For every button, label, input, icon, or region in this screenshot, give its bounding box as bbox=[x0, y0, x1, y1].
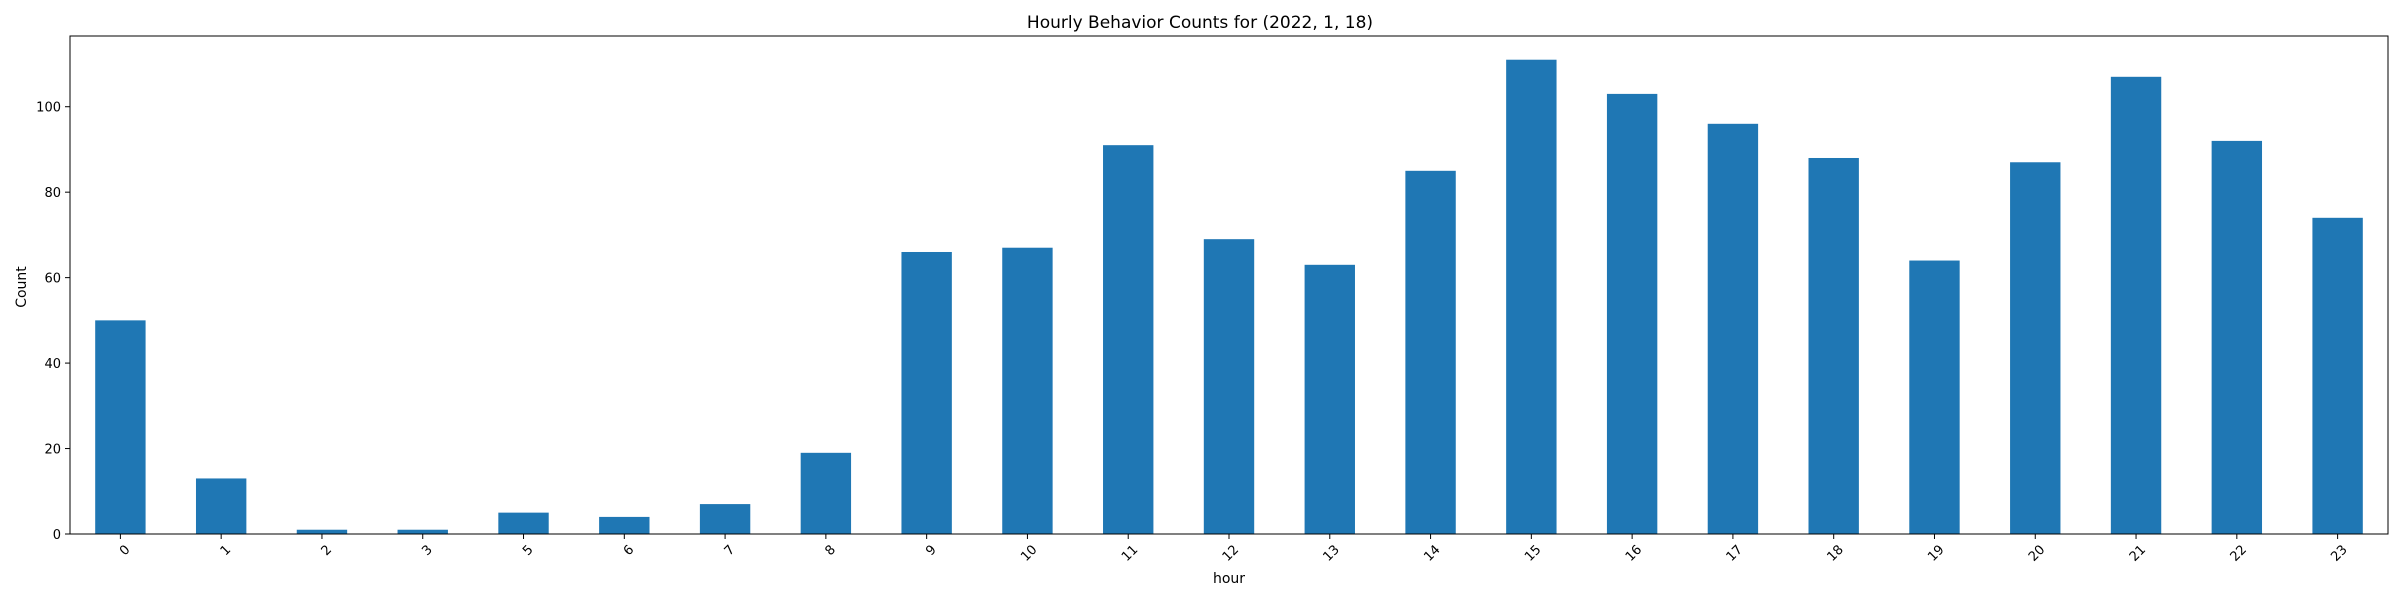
x-tick-label: 11 bbox=[1119, 542, 1141, 564]
bar-hour-12 bbox=[1203, 239, 1255, 534]
bar-hour-17 bbox=[1707, 123, 1759, 535]
x-tick-label: 14 bbox=[1421, 542, 1443, 564]
plot-frame bbox=[69, 35, 2389, 535]
y-tick-label: 40 bbox=[44, 357, 61, 372]
x-tick-label: 17 bbox=[1724, 542, 1746, 564]
bar-hour-16 bbox=[1606, 93, 1658, 535]
bars-group bbox=[95, 59, 2363, 535]
y-axis-ticks: 0 20 40 60 80 100 bbox=[36, 101, 70, 543]
x-tick-label: 15 bbox=[1522, 542, 1544, 564]
bar-hour-8 bbox=[800, 452, 852, 534]
y-tick-label: 0 bbox=[53, 528, 61, 543]
x-tick-label: 3 bbox=[419, 542, 435, 558]
x-axis-ticks: 0 1 2 3 5 6 7 8 9 10 11 12 13 14 15 16 17 18 19 20 21 22 23 bbox=[117, 534, 2351, 565]
chart-title: Hourly Behavior Counts for (2022, 1, 18) bbox=[1027, 13, 1373, 33]
bar-hour-5 bbox=[498, 512, 549, 534]
bar-hour-1 bbox=[195, 478, 247, 534]
bar-hour-11 bbox=[1103, 145, 1154, 534]
x-tick-label: 21 bbox=[2127, 542, 2149, 564]
bar-hour-2 bbox=[296, 529, 348, 534]
bar-hour-21 bbox=[2110, 76, 2162, 534]
x-tick-label: 23 bbox=[2328, 542, 2350, 564]
x-tick-label: 22 bbox=[2228, 542, 2250, 564]
bar-hour-9 bbox=[901, 251, 952, 534]
bar-hour-3 bbox=[397, 529, 448, 534]
x-tick-label: 0 bbox=[117, 542, 133, 558]
bar-hour-7 bbox=[699, 504, 751, 534]
y-tick-label: 80 bbox=[44, 186, 61, 201]
bar-hour-6 bbox=[599, 516, 650, 534]
bar-hour-20 bbox=[2010, 162, 2061, 534]
x-tick-label: 7 bbox=[722, 542, 738, 558]
bar-hour-0 bbox=[95, 320, 146, 534]
x-tick-label: 19 bbox=[1925, 542, 1947, 564]
bar-hour-14 bbox=[1405, 170, 1456, 535]
x-tick-label: 12 bbox=[1220, 542, 1242, 564]
y-axis-label: Count bbox=[14, 266, 30, 308]
x-tick-label: 20 bbox=[2026, 542, 2048, 564]
x-axis-label: hour bbox=[1213, 571, 1245, 587]
x-tick-label: 5 bbox=[520, 542, 536, 558]
bar-hour-23 bbox=[2312, 217, 2363, 535]
x-tick-label: 1 bbox=[218, 542, 234, 558]
bar-hour-15 bbox=[1506, 59, 1557, 534]
x-tick-label: 9 bbox=[923, 542, 939, 558]
y-tick-label: 20 bbox=[44, 443, 61, 458]
x-tick-label: 6 bbox=[621, 542, 637, 558]
bar-hour-10 bbox=[1002, 247, 1053, 535]
x-tick-label: 13 bbox=[1321, 542, 1343, 564]
bar-hour-19 bbox=[1909, 260, 1960, 534]
y-tick-label: 100 bbox=[36, 101, 61, 116]
x-tick-label: 10 bbox=[1018, 542, 1040, 564]
x-tick-label: 18 bbox=[1824, 542, 1846, 564]
bar-hour-22 bbox=[2211, 140, 2263, 535]
x-tick-label: 16 bbox=[1623, 542, 1645, 564]
y-tick-label: 60 bbox=[44, 272, 61, 287]
x-tick-label: 2 bbox=[319, 542, 335, 558]
bar-hour-18 bbox=[1808, 157, 1859, 535]
bar-hour-13 bbox=[1304, 264, 1355, 534]
x-tick-label: 8 bbox=[822, 542, 838, 558]
